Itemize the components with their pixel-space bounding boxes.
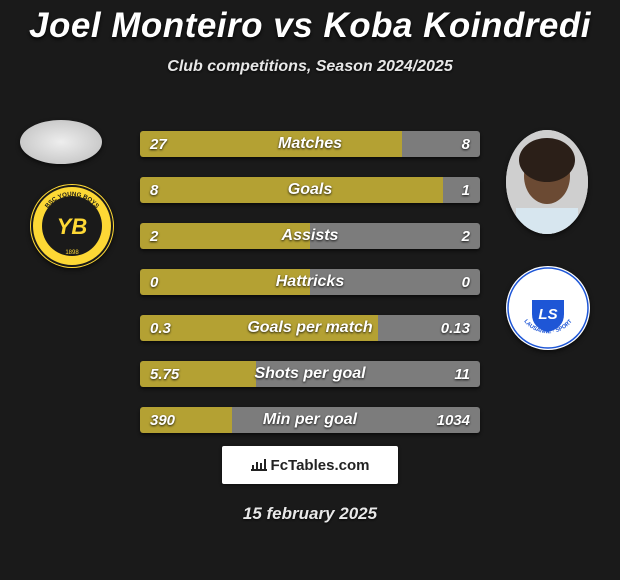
page-title: Joel Monteiro vs Koba Koindredi [0,6,620,46]
svg-text:YB: YB [57,214,88,239]
date-label: 15 february 2025 [0,504,620,524]
subtitle: Club competitions, Season 2024/2025 [0,58,620,76]
stat-row: 278Matches [140,131,480,157]
watermark[interactable]: FcTables.com [222,446,398,484]
stat-bar-left [140,269,310,295]
stat-bar-right [310,223,480,249]
stat-bar-left [140,223,310,249]
stat-bar-left [140,361,256,387]
stat-row: 5.7511Shots per goal [140,361,480,387]
stat-bar-right [378,315,480,341]
stat-bar-left [140,177,443,203]
stat-bar-left [140,315,378,341]
stat-row: 0.30.13Goals per match [140,315,480,341]
stat-bar-right [256,361,480,387]
stat-row: 00Hattricks [140,269,480,295]
stat-bar-right [443,177,480,203]
player-photo-right [506,130,588,234]
stat-bar-right [310,269,480,295]
svg-text:LS: LS [538,306,557,323]
stat-bar-right [402,131,480,157]
stat-row: 3901034Min per goal [140,407,480,433]
stats-panel: 278Matches 81Goals 22Assists 00Hattricks 0.3… [140,131,480,453]
comparison-infographic: Joel Monteiro vs Koba Koindredi Club com… [0,6,620,580]
stat-row: 22Assists [140,223,480,249]
club-badge-right: LS LAUSANNE · SPORT [506,266,590,350]
chart-icon [251,457,267,474]
stat-bar-left [140,407,232,433]
svg-text:1898: 1898 [65,250,79,256]
stat-bar-right [232,407,480,433]
player-photo-left [20,120,102,164]
club-badge-left: YB BSC YOUNG BOYS 1898 [30,184,114,268]
stat-row: 81Goals [140,177,480,203]
stat-bar-left [140,131,402,157]
watermark-label: FcTables.com [271,457,370,474]
